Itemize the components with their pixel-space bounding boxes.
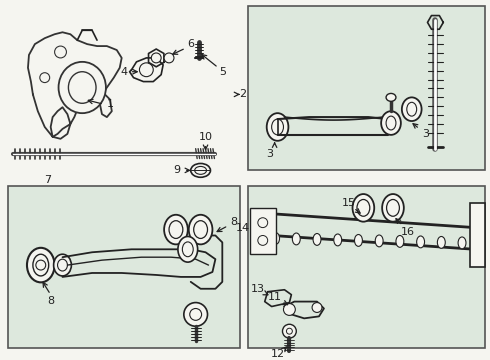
Ellipse shape <box>178 237 197 262</box>
Circle shape <box>258 218 268 228</box>
Text: 3: 3 <box>266 149 273 159</box>
Ellipse shape <box>293 233 300 245</box>
Text: 14: 14 <box>236 222 250 233</box>
Bar <box>250 208 275 254</box>
Ellipse shape <box>382 194 404 222</box>
Ellipse shape <box>189 215 213 244</box>
Text: 6: 6 <box>187 39 194 49</box>
Text: 16: 16 <box>401 226 415 237</box>
Ellipse shape <box>386 116 396 130</box>
Ellipse shape <box>381 111 401 135</box>
Ellipse shape <box>407 102 416 116</box>
Bar <box>470 203 485 267</box>
Ellipse shape <box>194 221 207 238</box>
Circle shape <box>140 63 153 77</box>
Text: 15: 15 <box>342 198 356 208</box>
Text: 7: 7 <box>44 175 51 185</box>
Circle shape <box>151 53 161 63</box>
Ellipse shape <box>354 234 363 246</box>
Text: 5: 5 <box>219 67 226 77</box>
Circle shape <box>287 328 293 334</box>
Text: 13: 13 <box>251 284 265 294</box>
Text: 3: 3 <box>422 129 429 139</box>
Ellipse shape <box>438 237 445 248</box>
Circle shape <box>283 324 296 338</box>
Ellipse shape <box>57 259 68 271</box>
Text: 2: 2 <box>240 89 246 99</box>
Circle shape <box>164 53 174 63</box>
Text: 4: 4 <box>120 67 127 77</box>
Ellipse shape <box>267 113 289 141</box>
Circle shape <box>184 302 207 326</box>
Ellipse shape <box>402 97 421 121</box>
Ellipse shape <box>58 62 106 113</box>
Bar <box>8 186 240 348</box>
Ellipse shape <box>458 237 466 249</box>
Circle shape <box>284 303 295 315</box>
Ellipse shape <box>191 163 211 177</box>
Ellipse shape <box>352 194 374 222</box>
Circle shape <box>258 235 268 246</box>
Text: 12: 12 <box>270 349 285 359</box>
Ellipse shape <box>387 199 399 216</box>
Ellipse shape <box>396 235 404 247</box>
Ellipse shape <box>164 215 188 244</box>
Ellipse shape <box>33 254 49 276</box>
Bar <box>248 186 485 348</box>
Circle shape <box>40 73 49 82</box>
Ellipse shape <box>334 234 342 246</box>
Circle shape <box>312 302 322 312</box>
Ellipse shape <box>69 72 96 103</box>
Ellipse shape <box>169 221 183 238</box>
Ellipse shape <box>271 119 284 135</box>
Ellipse shape <box>27 248 54 282</box>
Ellipse shape <box>182 242 193 257</box>
Ellipse shape <box>416 236 424 248</box>
Ellipse shape <box>357 199 370 216</box>
Ellipse shape <box>375 235 383 247</box>
Ellipse shape <box>195 166 206 174</box>
Ellipse shape <box>386 94 396 101</box>
Text: 8: 8 <box>47 296 54 306</box>
Ellipse shape <box>53 254 72 276</box>
Circle shape <box>36 260 46 270</box>
Text: 11: 11 <box>268 292 282 302</box>
Ellipse shape <box>271 233 279 244</box>
Text: 9: 9 <box>173 165 180 175</box>
Bar <box>248 6 485 170</box>
Text: 1: 1 <box>106 99 113 109</box>
Ellipse shape <box>313 234 321 246</box>
Text: 8: 8 <box>231 217 238 227</box>
Text: 10: 10 <box>198 132 213 142</box>
Circle shape <box>190 309 201 320</box>
Circle shape <box>54 46 67 58</box>
